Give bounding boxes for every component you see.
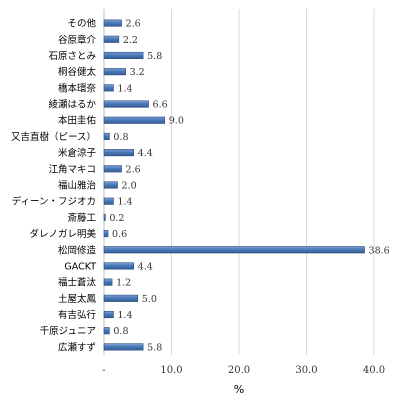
x-tick-label: 40.0: [363, 365, 385, 376]
value-label: 0.8: [113, 326, 128, 337]
bar: [103, 230, 109, 238]
value-label: 0.8: [113, 132, 128, 143]
category-label: 谷原章介: [58, 34, 97, 46]
bar: [103, 116, 166, 124]
bar: [103, 181, 118, 189]
category-label: 福山雅治: [58, 180, 96, 192]
value-label: 9.0: [169, 116, 184, 127]
value-label: 4.4: [138, 261, 153, 272]
value-label: 4.4: [138, 148, 153, 159]
bar: [103, 294, 139, 302]
value-label: 2.6: [126, 19, 141, 30]
category-label: 松岡修造: [58, 244, 97, 256]
bar: [103, 213, 106, 221]
bar: [103, 343, 144, 351]
category-label: 江角マキコ: [48, 163, 96, 175]
category-label: 橋本環奈: [58, 82, 97, 94]
category-label: 石原さとみ: [48, 51, 96, 62]
bar: [103, 262, 135, 270]
category-label: 綾瀬はるか: [48, 99, 96, 111]
bar: [103, 278, 113, 286]
category-label: 又吉直樹（ピース）: [11, 131, 96, 143]
x-tick-label: 20.0: [228, 365, 250, 376]
value-label: 5.8: [147, 51, 162, 62]
category-label: GACKT: [64, 261, 96, 272]
value-label: 1.4: [117, 197, 132, 208]
bar: [103, 35, 120, 43]
category-label: ダレノガレ明美: [29, 228, 96, 240]
value-label: 6.6: [153, 100, 168, 111]
bar: [103, 68, 126, 76]
category-label: 斎藤工: [67, 212, 96, 224]
value-label: 0.2: [109, 213, 124, 224]
bar: [103, 197, 114, 205]
value-label: 38.6: [369, 245, 390, 256]
value-label: 3.2: [130, 67, 145, 78]
category-label: その他: [67, 18, 96, 30]
value-label: 1.4: [117, 310, 132, 321]
value-label: 2.6: [126, 164, 141, 175]
value-label: 5.8: [147, 342, 162, 353]
value-label: 2.0: [122, 181, 137, 192]
category-label: 有吉弘行: [58, 309, 97, 321]
category-label: 千原ジュニア: [40, 326, 96, 337]
bar: [103, 327, 110, 335]
category-label: 土屋太鳳: [58, 293, 97, 305]
value-label: 2.2: [123, 35, 138, 46]
bar: [103, 84, 114, 92]
category-label: 本田圭佑: [58, 115, 97, 127]
bar: [103, 149, 135, 157]
value-label: 1.4: [117, 83, 132, 94]
category-label: 米倉涼子: [58, 147, 97, 159]
category-label: 広瀬すず: [58, 341, 96, 353]
bar: [103, 310, 114, 319]
x-tick-label: -: [102, 365, 105, 376]
x-tick-label: 30.0: [295, 365, 317, 376]
bar: [103, 19, 122, 27]
x-axis-label: %: [234, 383, 244, 396]
bar: [103, 246, 365, 254]
x-tick-label: 10.0: [160, 365, 182, 376]
value-label: 1.2: [116, 278, 131, 289]
bar: [103, 100, 149, 108]
category-label: 桐谷健太: [58, 66, 97, 78]
bar: [103, 51, 144, 60]
bar: [103, 165, 122, 173]
value-label: 5.0: [142, 294, 157, 305]
value-label: 0.6: [112, 229, 127, 240]
bar: [103, 132, 110, 140]
category-label: 福士蒼汰: [58, 277, 97, 289]
category-label: ディーン・フジオカ: [12, 196, 96, 208]
